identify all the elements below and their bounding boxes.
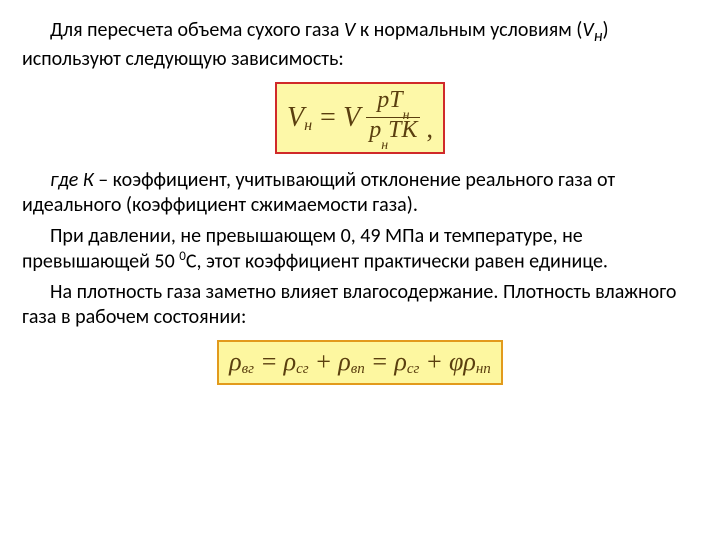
f2-rho-sg1: ρсг (284, 346, 309, 379)
var-V: V (344, 18, 355, 42)
f1-denominator: pнTK (366, 118, 420, 147)
f2-rho-vg: ρвг (229, 346, 254, 379)
f2-plus2: + (425, 346, 443, 379)
f1-eq: = (318, 100, 337, 135)
paragraph-pressure: При давлении, не превышающем 0, 49 МПа и… (22, 224, 698, 275)
f1-numerator: pTн (374, 88, 412, 117)
f2-eq1: = (260, 346, 278, 379)
formula2-wrap: ρвг = ρсг + ρвп = ρсг + φρнп (22, 340, 698, 385)
f1-fraction: pTн pнTK (366, 88, 420, 148)
var-Vn: Vн (582, 18, 602, 42)
formula1: Vн = V pTн pнTK , (287, 88, 433, 148)
formula1-box: Vн = V pTн pнTK , (275, 82, 445, 154)
text-run: С, этот коэффициент практически равен ед… (186, 249, 608, 273)
paragraph-whereK: где К – коэффициент, учитывающий отклоне… (22, 168, 698, 218)
text-whereK: где К (50, 168, 94, 192)
f2-phi-rho: φρнп (449, 346, 491, 379)
paragraph-density: На плотность газа заметно влияет влагосо… (22, 280, 698, 330)
text-run: – коэффициент, учитывающий отклонение ре… (22, 168, 615, 217)
text-run: к нормальным условиям ( (355, 18, 582, 42)
formula2-box: ρвг = ρсг + ρвп = ρсг + φρнп (217, 340, 503, 385)
formula1-wrap: Vн = V pTн pнTK , (22, 82, 698, 154)
f1-trailing-comma: , (426, 113, 433, 148)
f2-eq2: = (371, 346, 389, 379)
formula2: ρвг = ρсг + ρвп = ρсг + φρнп (229, 346, 491, 379)
f2-rho-sg2: ρсг (394, 346, 419, 379)
f2-plus1: + (315, 346, 333, 379)
paragraph-intro: Для пересчета объема сухого газа V к нор… (22, 18, 698, 72)
slide-content: Для пересчета объема сухого газа V к нор… (0, 0, 720, 417)
f1-Vn: Vн (287, 100, 312, 135)
superscript-zero: 0 (179, 249, 186, 264)
f1-V: V (343, 100, 360, 135)
f2-rho-vp: ρвп (338, 346, 365, 379)
text-run: Для пересчета объема сухого газа (50, 18, 344, 42)
